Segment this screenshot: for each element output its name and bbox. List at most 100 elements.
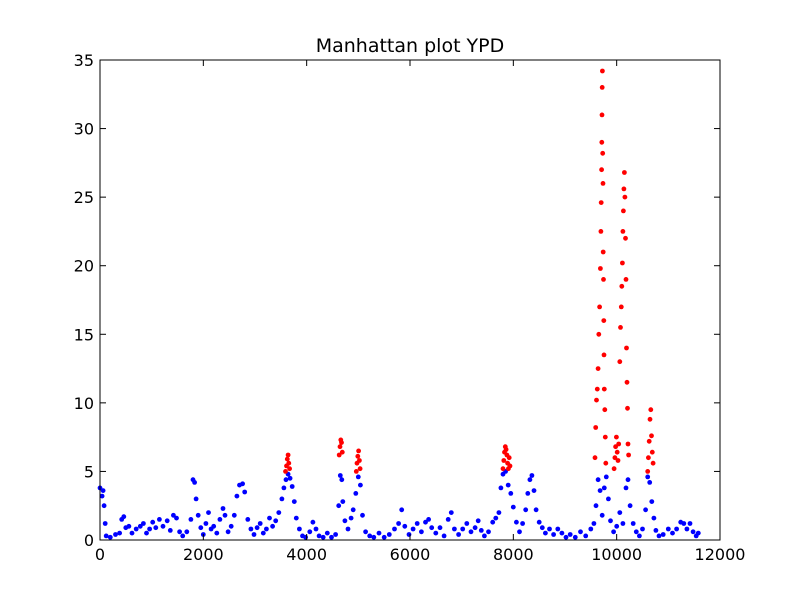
- data-point-series-0-167: [614, 523, 620, 529]
- data-point-series-0-1: [99, 493, 105, 499]
- data-point-series-1-21: [503, 447, 509, 452]
- data-point-series-1-64: [620, 229, 626, 234]
- data-point-series-1-32: [596, 331, 602, 337]
- data-point-series-0-14: [133, 526, 139, 532]
- data-point-series-1-81: [649, 433, 654, 439]
- data-point-series-0-166: [611, 529, 616, 535]
- data-point-series-0-17: [144, 530, 149, 536]
- data-point-series-1-46: [601, 318, 607, 323]
- data-point-series-0-117: [456, 532, 461, 537]
- data-point-series-1-58: [616, 441, 622, 447]
- data-point-series-1-41: [600, 68, 605, 74]
- y-tick-label-6: 30: [74, 120, 94, 139]
- data-point-series-0-55: [254, 525, 260, 531]
- data-point-series-1-31: [595, 366, 601, 371]
- data-point-series-0-54: [251, 532, 257, 537]
- data-point-series-0-113: [441, 533, 447, 539]
- data-point-series-0-137: [520, 521, 525, 526]
- data-point-series-1-25: [506, 455, 512, 461]
- data-point-series-1-56: [614, 449, 620, 455]
- data-point-series-1-48: [601, 386, 607, 392]
- data-point-series-0-92: [358, 482, 363, 488]
- data-point-series-0-74: [307, 529, 313, 535]
- data-point-series-0-62: [276, 510, 282, 515]
- data-point-series-0-162: [601, 485, 607, 491]
- data-point-series-0-76: [313, 526, 319, 532]
- data-point-series-0-33: [193, 496, 199, 502]
- data-point-series-1-42: [600, 150, 606, 156]
- y-tick-label-7: 35: [74, 51, 94, 70]
- data-point-series-1-66: [621, 186, 627, 192]
- data-point-series-0-16: [141, 521, 146, 526]
- data-point-series-0-139: [525, 491, 531, 496]
- data-point-series-0-111: [433, 530, 439, 536]
- data-point-series-0-44: [222, 512, 228, 518]
- data-point-series-1-44: [600, 249, 606, 255]
- x-tick-label-5: 10000: [591, 545, 642, 564]
- data-point-series-0-37: [203, 521, 209, 526]
- y-tick-label-2: 10: [74, 394, 94, 413]
- data-point-series-0-181: [651, 515, 657, 521]
- data-point-series-0-120: [468, 529, 474, 535]
- data-point-series-0-189: [681, 521, 687, 526]
- data-point-series-0-93: [360, 512, 365, 518]
- data-point-series-0-12: [126, 523, 132, 529]
- data-point-series-0-146: [543, 530, 548, 536]
- data-point-series-0-102: [399, 507, 405, 513]
- data-point-series-1-50: [602, 434, 608, 440]
- data-point-series-0-108: [423, 519, 428, 525]
- data-point-series-1-80: [648, 407, 654, 413]
- data-point-series-0-52: [245, 517, 251, 522]
- data-point-series-0-28: [180, 533, 186, 539]
- data-point-series-0-125: [486, 529, 491, 535]
- data-point-series-0-50: [240, 481, 246, 487]
- x-tick-label-4: 8000: [493, 545, 534, 564]
- y-tick-label-0: 0: [84, 531, 94, 550]
- data-point-series-0-101: [396, 521, 401, 526]
- data-point-series-0-182: [653, 528, 659, 533]
- data-point-series-1-35: [598, 229, 604, 234]
- data-point-series-0-90: [353, 491, 359, 496]
- data-point-series-0-18: [147, 526, 153, 532]
- x-tick-label-2: 4000: [286, 545, 327, 564]
- data-point-series-0-183: [656, 533, 662, 539]
- data-point-series-0-19: [150, 519, 156, 525]
- data-point-series-1-54: [613, 444, 618, 450]
- data-point-series-1-45: [601, 277, 606, 282]
- data-point-series-0-132: [505, 482, 511, 488]
- data-point-series-0-151: [563, 534, 569, 540]
- data-point-series-0-67: [287, 475, 293, 481]
- data-point-series-0-79: [324, 530, 330, 536]
- data-point-series-0-65: [283, 477, 289, 483]
- data-point-series-0-46: [228, 523, 234, 529]
- data-point-series-1-38: [599, 139, 605, 145]
- data-point-series-0-148: [551, 532, 556, 537]
- data-point-series-0-127: [493, 515, 499, 521]
- data-point-series-0-32: [192, 480, 198, 485]
- data-point-series-0-109: [426, 517, 431, 522]
- data-point-series-1-49: [602, 407, 608, 413]
- data-point-series-0-118: [460, 526, 466, 532]
- data-point-series-1-18: [501, 458, 507, 463]
- data-point-series-0-43: [220, 506, 226, 511]
- data-point-series-1-29: [594, 397, 599, 403]
- data-point-series-0-84: [339, 477, 345, 483]
- data-point-series-0-143: [533, 507, 539, 513]
- data-point-series-0-147: [547, 526, 552, 532]
- data-point-series-0-192: [690, 529, 696, 535]
- data-point-series-0-156: [588, 526, 594, 532]
- data-point-series-0-169: [620, 521, 626, 526]
- data-point-series-0-58: [264, 526, 269, 532]
- data-point-series-0-153: [572, 534, 578, 540]
- data-point-series-0-94: [363, 529, 368, 535]
- data-point-series-1-70: [623, 277, 629, 282]
- data-point-series-0-112: [437, 525, 443, 531]
- data-point-series-1-69: [623, 235, 628, 241]
- data-point-series-0-60: [270, 523, 275, 529]
- x-tick-label-6: 12000: [695, 545, 746, 564]
- data-point-series-1-61: [618, 304, 624, 310]
- data-point-series-1-78: [646, 438, 652, 444]
- data-point-series-1-63: [620, 260, 625, 266]
- data-point-series-1-14: [356, 448, 361, 454]
- data-point-series-1-4: [286, 460, 292, 466]
